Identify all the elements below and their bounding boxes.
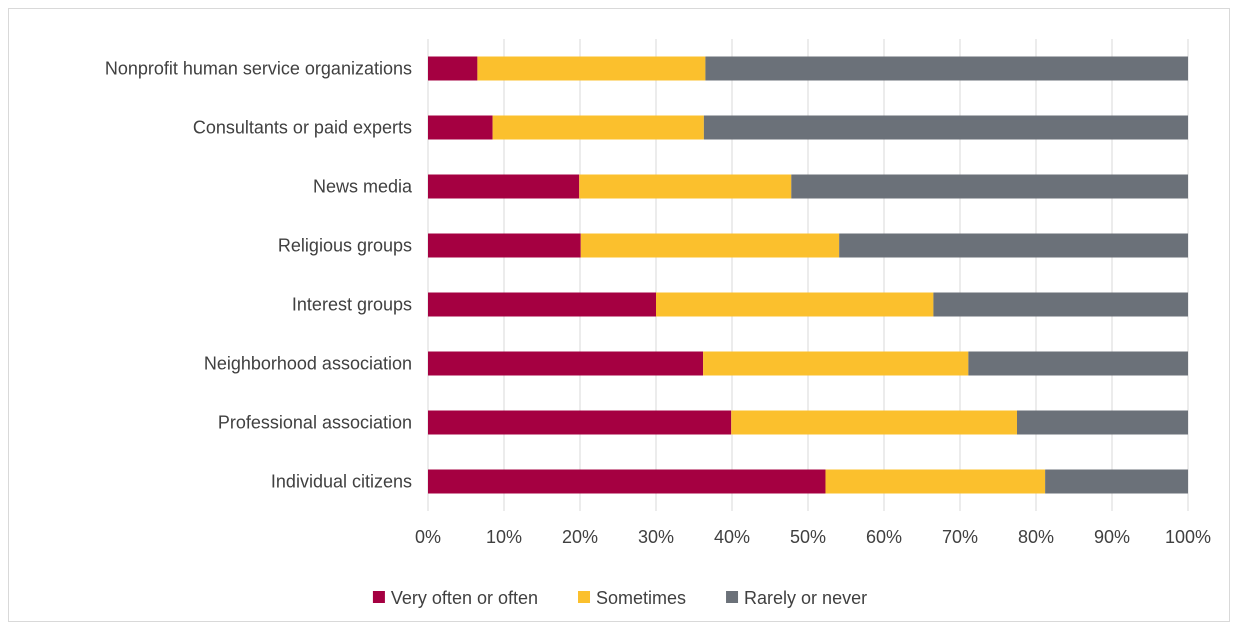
x-tick-label: 50% bbox=[790, 527, 826, 547]
x-tick-label: 20% bbox=[562, 527, 598, 547]
x-tick-label: 10% bbox=[486, 527, 522, 547]
category-label: Professional association bbox=[218, 413, 412, 433]
category-label: News media bbox=[313, 177, 413, 197]
category-label: Religious groups bbox=[278, 236, 412, 256]
bar-segment bbox=[428, 351, 704, 376]
bar-segment bbox=[579, 174, 792, 199]
legend-label: Rarely or never bbox=[744, 588, 867, 608]
bar-segment bbox=[428, 292, 656, 317]
category-labels: Nonprofit human service organizations Con… bbox=[105, 59, 413, 492]
bar-segment bbox=[839, 233, 1188, 258]
bar-segment bbox=[428, 115, 493, 140]
bar-segment bbox=[731, 410, 1017, 435]
bar-segment bbox=[705, 56, 1188, 81]
legend-label: Very often or often bbox=[391, 588, 538, 608]
bars bbox=[428, 56, 1188, 494]
bar-segment bbox=[428, 233, 581, 258]
bar-segment bbox=[428, 469, 826, 494]
bar-segment bbox=[656, 292, 934, 317]
bar-segment bbox=[968, 351, 1188, 376]
legend-label: Sometimes bbox=[596, 588, 686, 608]
category-label: Nonprofit human service organizations bbox=[105, 59, 412, 79]
stacked-bar-chart: Nonprofit human service organizations Con… bbox=[105, 39, 1211, 608]
bar-segment bbox=[1017, 410, 1188, 435]
x-tick-label: 60% bbox=[866, 527, 902, 547]
bar-segment bbox=[703, 351, 969, 376]
category-label: Interest groups bbox=[292, 295, 412, 315]
bar-segment bbox=[1045, 469, 1188, 494]
x-tick-label: 0% bbox=[415, 527, 441, 547]
x-tick-label: 70% bbox=[942, 527, 978, 547]
bar-segment bbox=[791, 174, 1188, 199]
bar-segment bbox=[477, 56, 706, 81]
legend: Very often or often Sometimes Rarely or ne… bbox=[372, 588, 867, 608]
x-tick-label: 80% bbox=[1018, 527, 1054, 547]
bar-segment bbox=[825, 469, 1046, 494]
chart-frame: Nonprofit human service organizations Con… bbox=[8, 8, 1230, 622]
x-tick-label: 90% bbox=[1094, 527, 1130, 547]
category-label: Consultants or paid experts bbox=[193, 118, 412, 138]
legend-swatch bbox=[726, 591, 739, 603]
x-axis-tick-labels: 0% 10% 20% 30% 40% 50% 60% 70% 80% 90% 100% bbox=[415, 527, 1211, 547]
bar-segment bbox=[428, 56, 478, 81]
gridlines bbox=[427, 39, 1189, 511]
category-label: Neighborhood association bbox=[204, 354, 412, 374]
x-tick-label: 30% bbox=[638, 527, 674, 547]
x-tick-label: 100% bbox=[1165, 527, 1211, 547]
bar-segment bbox=[933, 292, 1188, 317]
legend-swatch bbox=[372, 591, 385, 603]
x-tick-label: 40% bbox=[714, 527, 750, 547]
legend-swatch bbox=[578, 591, 591, 603]
bar-segment bbox=[428, 410, 732, 435]
bar-segment bbox=[703, 115, 1188, 140]
bar-segment bbox=[580, 233, 840, 258]
category-label: Individual citizens bbox=[271, 472, 412, 492]
bar-segment bbox=[428, 174, 580, 199]
bar-segment bbox=[492, 115, 704, 140]
